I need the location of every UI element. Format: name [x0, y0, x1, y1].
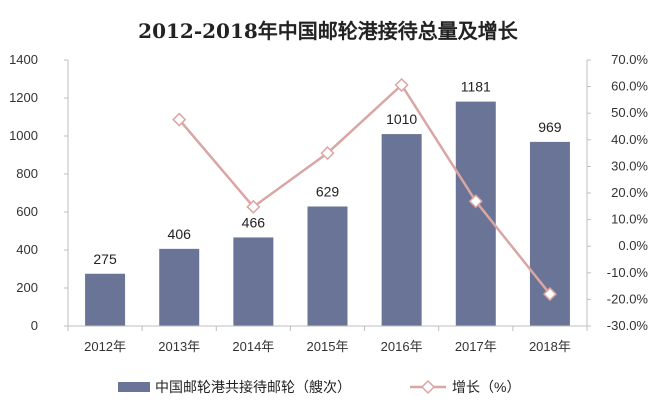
legend-bar-label: 中国邮轮港共接待邮轮（艘次）: [155, 379, 351, 395]
bar-value-label: 406: [168, 226, 192, 242]
growth-point: [542, 287, 557, 302]
growth-line-series: [172, 77, 557, 302]
x-tick-label: 2018年: [529, 339, 571, 354]
y-right-tick-label: 60.0%: [611, 79, 648, 94]
bar-value-labels: 275 406 466 629 1010 1181 969: [93, 79, 561, 267]
y-right-tick-label: 0.0%: [618, 238, 648, 253]
growth-point: [468, 194, 483, 209]
x-tick-label: 2013年: [158, 339, 200, 354]
growth-point: [320, 146, 335, 161]
legend-bar-swatch: [118, 382, 150, 392]
bar-value-label: 629: [316, 183, 340, 199]
y-left-tick-label: 1000: [9, 128, 38, 143]
x-tick-label: 2016年: [381, 339, 423, 354]
growth-point: [246, 199, 261, 214]
bar-series: [85, 101, 570, 326]
y-right-tick-label: 40.0%: [611, 132, 648, 147]
bar-value-label: 1181: [461, 79, 491, 95]
x-tick-label: 2015年: [307, 339, 349, 354]
y-right-tick-label: -10.0%: [607, 265, 649, 280]
bar-2017年: [455, 101, 496, 326]
bar-2015年: [307, 206, 348, 326]
bar-2014年: [233, 237, 274, 326]
x-tick-label: 2014年: [232, 339, 274, 354]
growth-line: [178, 83, 551, 295]
y-left-tick-label: 200: [16, 280, 38, 295]
y-left-tick-label: 1400: [9, 52, 38, 67]
axes: 2012年 2013年 2014年 2015年 2016年 2017年 2018年 0 200 4…: [9, 52, 648, 354]
x-tick-label: 2012年: [84, 339, 126, 354]
y-right-tick-label: 10.0%: [611, 212, 648, 227]
y-left-tick-label: 0: [31, 318, 38, 333]
y-left-tick-label: 1200: [9, 90, 38, 105]
y-left-tick-label: 400: [16, 242, 38, 257]
bar-2013年: [159, 248, 200, 326]
bar-value-label: 466: [242, 214, 266, 230]
bar-2012年: [85, 273, 126, 326]
bar-value-label: 275: [93, 251, 117, 267]
y-right-tick-label: -30.0%: [607, 318, 649, 333]
bar-value-label: 969: [538, 119, 562, 135]
growth-point: [172, 112, 187, 127]
y-right-tick-label: -20.0%: [607, 291, 649, 306]
legend: 中国邮轮港共接待邮轮（艘次） 增长（%）: [118, 379, 520, 395]
legend-line-marker: [420, 379, 436, 395]
y-left-tick-label: 800: [16, 166, 38, 181]
bar-2016年: [381, 134, 422, 326]
y-right-tick-label: 50.0%: [611, 105, 648, 120]
bar-value-label: 1010: [386, 111, 417, 127]
y-right-tick-label: 20.0%: [611, 185, 648, 200]
growth-point: [394, 77, 409, 93]
y-right-tick-label: 30.0%: [611, 158, 648, 173]
chart-title: 2012-2018年中国邮轮港接待总量及增长: [138, 19, 519, 43]
x-tick-label: 2017年: [455, 339, 497, 354]
y-left-tick-label: 600: [16, 204, 38, 219]
legend-line-label: 增长（%）: [452, 379, 520, 395]
y-right-tick-label: 70.0%: [611, 52, 648, 67]
